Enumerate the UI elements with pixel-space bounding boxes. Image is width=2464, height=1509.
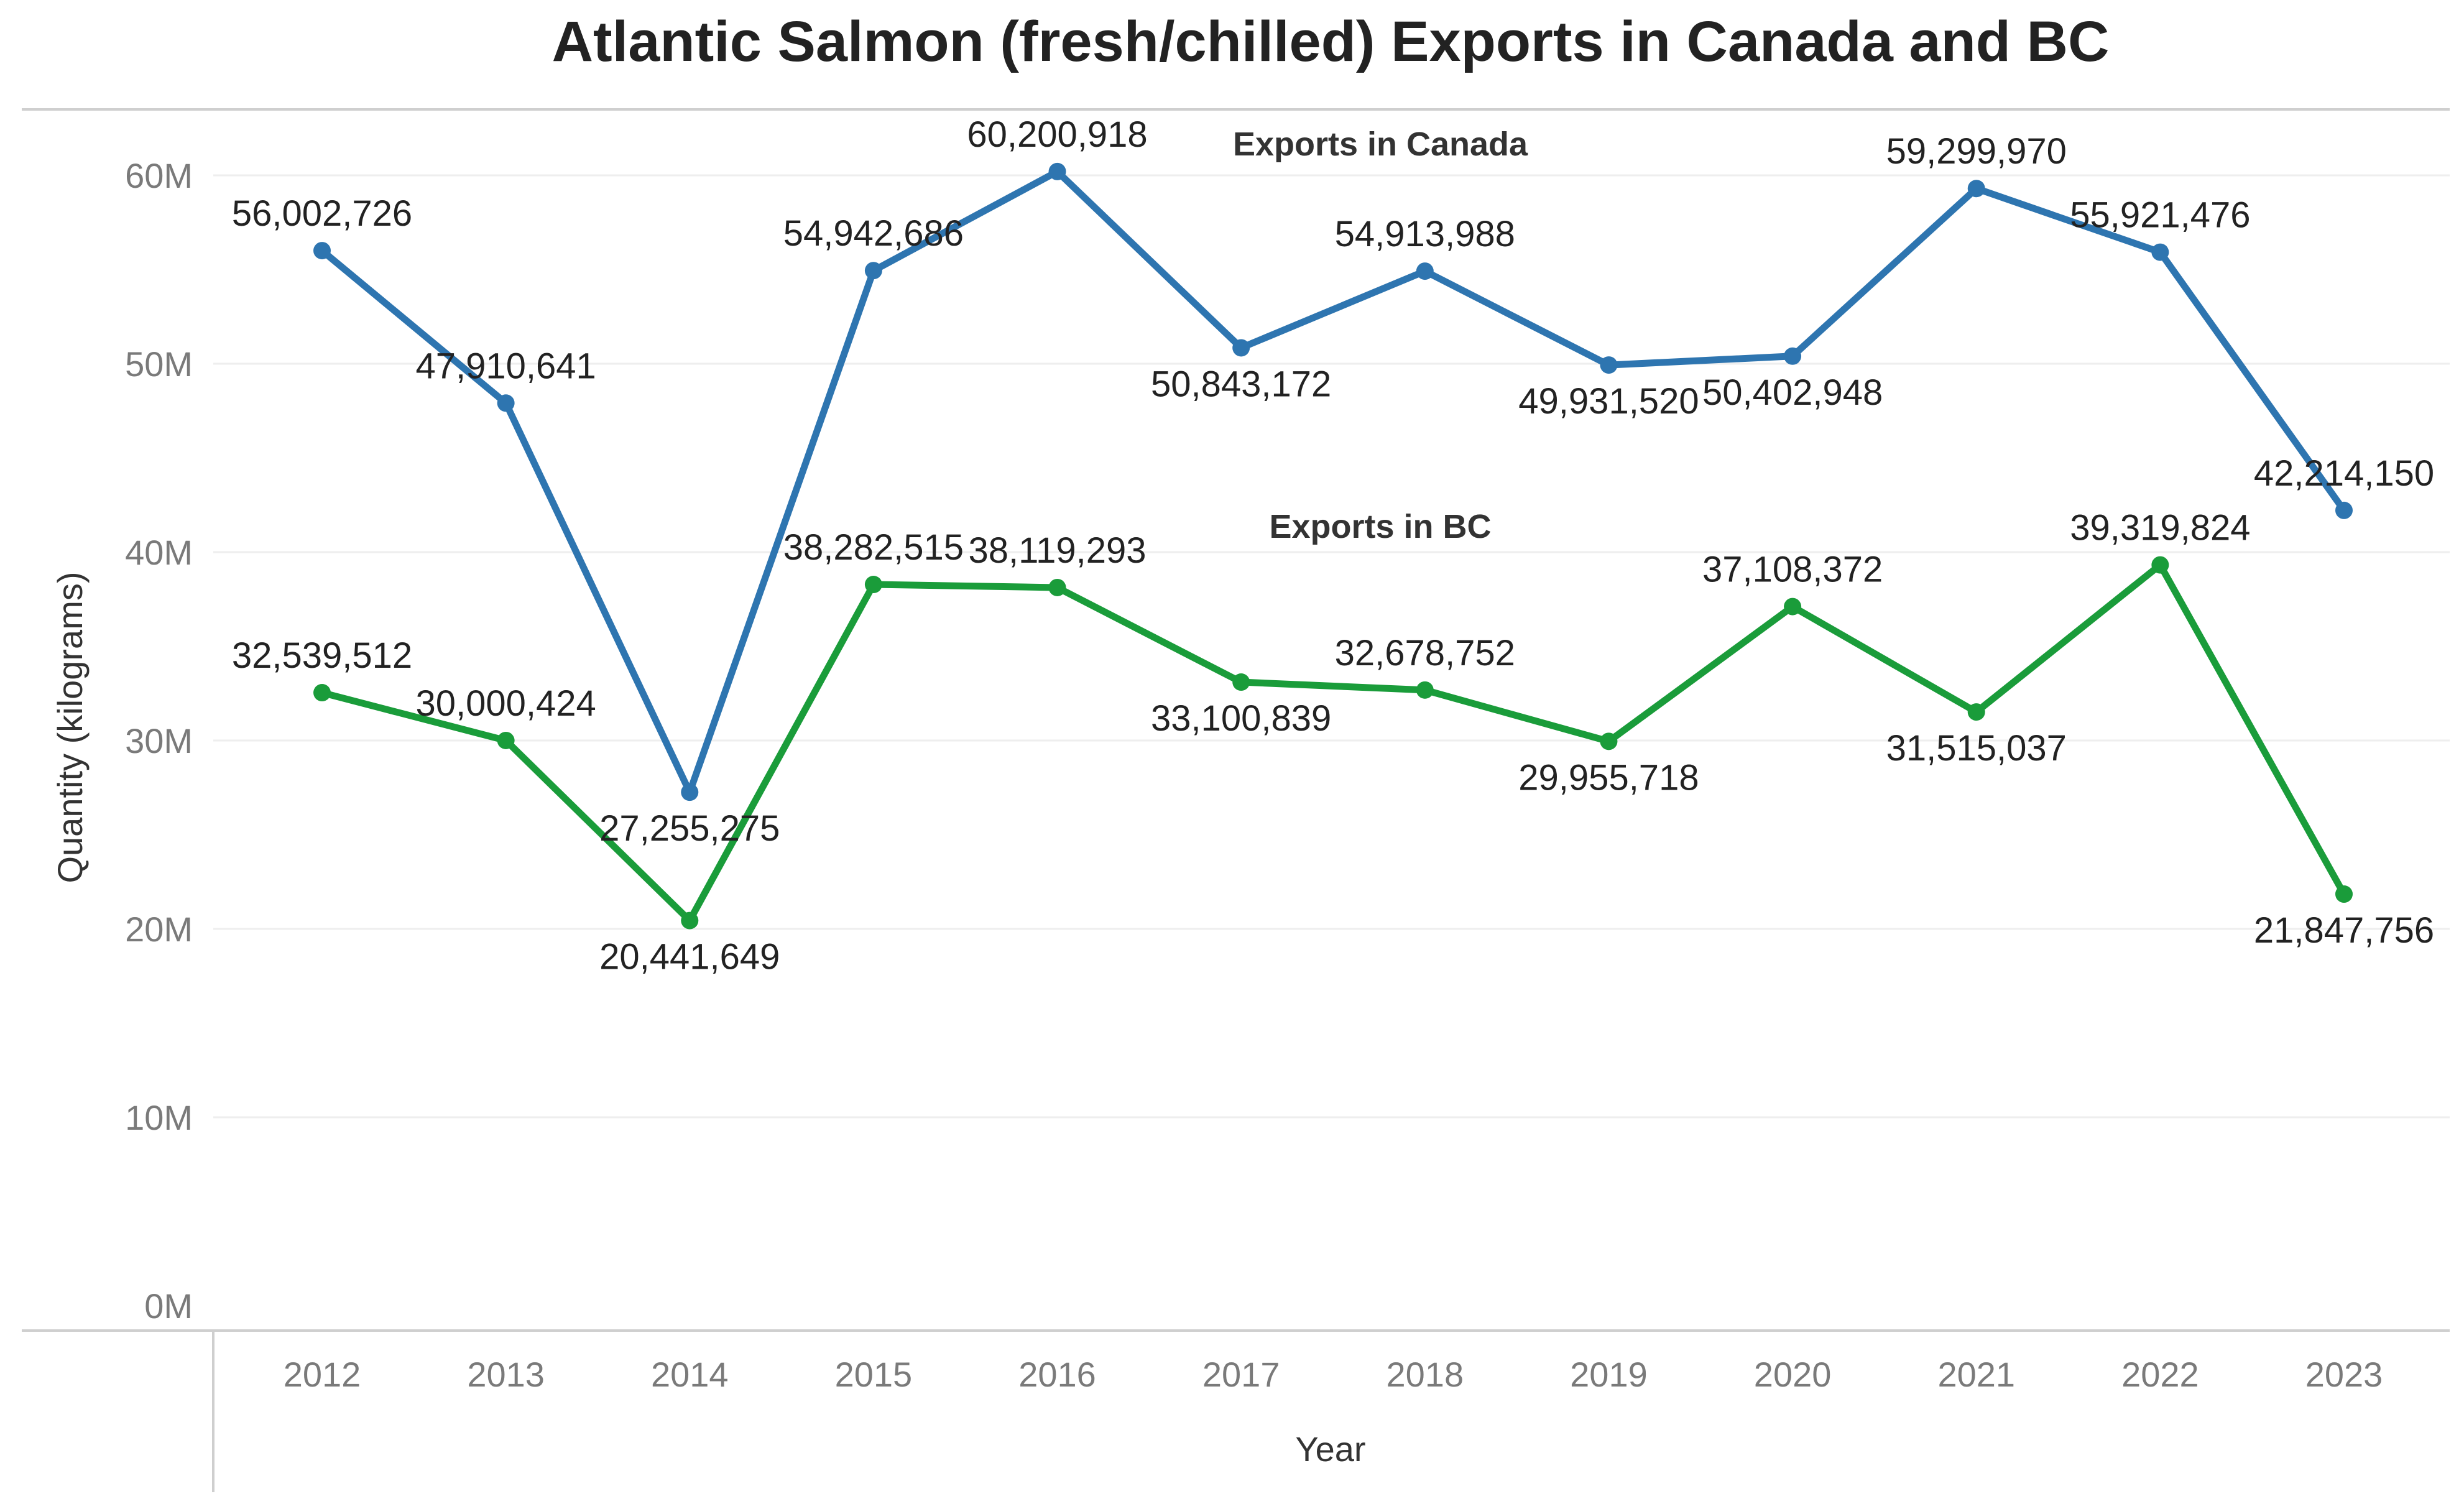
data-point — [1784, 598, 1802, 616]
y-tick-label: 20M — [125, 910, 193, 949]
x-tick-label: 2023 — [2305, 1355, 2383, 1394]
x-tick-label: 2018 — [1387, 1355, 1464, 1394]
x-tick-label: 2012 — [284, 1355, 361, 1394]
series-line — [318, 168, 2348, 796]
data-point — [1416, 681, 1434, 699]
gridlines — [213, 174, 2450, 1119]
data-point — [864, 262, 882, 280]
y-tick-label: 50M — [125, 344, 193, 384]
data-point — [1048, 162, 1066, 180]
data-point — [313, 684, 331, 702]
data-point — [1048, 578, 1066, 596]
data-point — [497, 731, 515, 749]
data-point — [313, 242, 331, 260]
data-point — [1232, 339, 1250, 357]
data-label: 39,319,824 — [2070, 508, 2250, 548]
data-point — [864, 576, 882, 594]
data-label: 54,942,686 — [783, 213, 964, 254]
series-line — [318, 561, 2348, 925]
data-label: 20,441,649 — [599, 937, 780, 977]
y-tick-label: 40M — [125, 533, 193, 572]
data-label: 49,931,520 — [1518, 381, 1699, 422]
x-tick-label: 2019 — [1570, 1355, 1648, 1394]
data-label: 59,299,970 — [1886, 131, 2067, 172]
x-axis-title: Year — [1295, 1429, 1365, 1469]
data-point — [2335, 885, 2353, 903]
data-labels: 56,002,726 47,910,641 27,255,275 54,942,686… — [232, 114, 2434, 977]
y-tick-label: 10M — [125, 1098, 193, 1137]
y-tick-labels: 0M 10M 20M 30M 40M 50M 60M — [125, 156, 193, 1326]
data-point — [1416, 262, 1434, 280]
data-point — [1967, 180, 1985, 198]
data-point — [2151, 243, 2169, 261]
data-point — [1600, 732, 1618, 750]
x-tick-label: 2015 — [835, 1355, 913, 1394]
x-tick-label: 2020 — [1754, 1355, 1832, 1394]
data-label: 30,000,424 — [415, 683, 596, 724]
chart-title: Atlantic Salmon (fresh/chilled) Exports … — [552, 10, 2110, 73]
data-label: 56,002,726 — [232, 193, 412, 234]
y-tick-label: 30M — [125, 721, 193, 760]
series-label-bc: Exports in BC — [1269, 508, 1491, 545]
data-label: 32,539,512 — [232, 635, 412, 676]
data-label: 21,847,756 — [2254, 910, 2434, 951]
data-label: 50,402,948 — [1702, 372, 1883, 413]
data-label: 27,255,275 — [599, 808, 780, 849]
data-label: 54,913,988 — [1335, 214, 1515, 254]
data-label: 55,921,476 — [2070, 195, 2250, 236]
data-point — [1600, 356, 1618, 374]
data-label: 32,678,752 — [1335, 633, 1515, 673]
y-tick-label: 60M — [125, 156, 193, 195]
data-point — [1232, 673, 1250, 691]
x-tick-label: 2013 — [467, 1355, 545, 1394]
x-tick-labels: 2012 2013 2014 2015 2016 2017 2018 2019 2020 2021… — [284, 1355, 2383, 1394]
data-label: 31,515,037 — [1886, 728, 2067, 768]
data-point — [497, 394, 515, 412]
x-tick-label: 2017 — [1202, 1355, 1280, 1394]
data-point — [681, 783, 699, 801]
data-point — [681, 911, 699, 930]
x-tick-label: 2014 — [651, 1355, 729, 1394]
data-label: 42,214,150 — [2254, 453, 2434, 494]
data-point — [2151, 556, 2169, 574]
x-tick-label: 2021 — [1937, 1355, 2015, 1394]
y-tick-label: 0M — [144, 1286, 193, 1326]
data-label: 60,200,918 — [967, 114, 1147, 155]
x-tick-label: 2022 — [2121, 1355, 2199, 1394]
x-tick-label: 2016 — [1018, 1355, 1096, 1394]
data-label: 38,119,293 — [969, 530, 1147, 571]
data-label: 50,843,172 — [1151, 364, 1331, 404]
series-layer — [313, 162, 2353, 930]
data-label: 29,955,718 — [1518, 757, 1699, 798]
axes — [22, 108, 2450, 1492]
data-point — [1784, 347, 1802, 365]
data-point — [2335, 501, 2353, 519]
data-label: 47,910,641 — [415, 346, 596, 386]
data-point — [1967, 703, 1985, 721]
data-label: 33,100,839 — [1151, 698, 1331, 739]
data-label: 38,282,515 — [783, 527, 964, 568]
series-label-canada: Exports in Canada — [1233, 126, 1528, 163]
data-label: 37,108,372 — [1702, 550, 1883, 590]
y-axis-title: Quantity (kilograms) — [50, 571, 90, 883]
